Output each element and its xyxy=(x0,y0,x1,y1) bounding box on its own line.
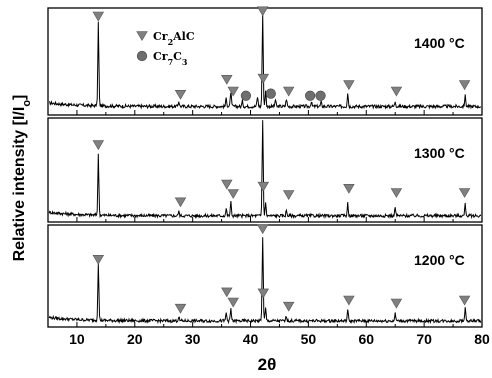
cr2alc-marker xyxy=(227,189,239,199)
cr2alc-marker xyxy=(458,295,471,306)
cr2alc-marker xyxy=(343,184,355,194)
x-tick-label: 30 xyxy=(185,331,201,347)
panel-label: 1200 °C xyxy=(414,252,465,268)
cr2alc-marker xyxy=(174,197,187,208)
cr2alc-marker xyxy=(92,11,105,22)
cr2alc-marker xyxy=(256,224,269,235)
cr7c3-marker xyxy=(315,90,326,101)
xrd-pattern-line xyxy=(48,120,482,220)
cr2alc-marker xyxy=(174,303,187,314)
cr2alc-marker xyxy=(343,80,355,91)
panel-2: 1200 °C xyxy=(47,224,483,328)
x-tick-label: 70 xyxy=(416,331,432,347)
cr2alc-marker xyxy=(227,86,239,97)
x-axis-title: 2θ xyxy=(258,355,277,374)
x-tick-label: 80 xyxy=(474,331,490,347)
cr2alc-marker xyxy=(221,179,233,190)
legend: Cr2AlC Cr7C3 xyxy=(128,24,222,70)
x-axis: 10 20 30 40 50 60 70 80 xyxy=(69,331,490,347)
cr2alc-marker xyxy=(92,255,105,265)
x-tick-label: 60 xyxy=(358,331,374,347)
cr2alc-marker xyxy=(458,188,471,198)
cr7c3-marker xyxy=(305,90,316,101)
cr2alc-marker xyxy=(343,295,355,306)
cr2alc-marker xyxy=(227,297,239,308)
legend-cr2alc-marker xyxy=(136,31,148,41)
cr2alc-marker xyxy=(282,190,295,200)
panel-frame xyxy=(47,117,483,223)
panels-group: 1400 °C 1300 °C 1200 °C xyxy=(47,6,483,328)
cr2alc-marker xyxy=(458,80,471,91)
y-axis-title: Relative intensity [I/Io] xyxy=(11,95,33,262)
legend-label: Cr7C3 xyxy=(153,50,188,67)
x-tick-label: 50 xyxy=(301,331,317,347)
xrd-pattern-line xyxy=(49,13,482,110)
x-tick-label: 10 xyxy=(69,331,85,347)
cr2alc-marker xyxy=(390,298,403,309)
x-tick-label: 40 xyxy=(243,331,259,347)
cr2alc-marker xyxy=(282,86,295,97)
cr2alc-marker xyxy=(256,6,269,17)
panel-label: 1300 °C xyxy=(414,145,465,161)
cr2alc-marker xyxy=(390,86,403,97)
cr7c3-marker xyxy=(265,88,276,99)
x-tick-label: 20 xyxy=(127,331,143,347)
panel-0: 1400 °C xyxy=(47,6,483,116)
cr2alc-marker xyxy=(174,90,187,100)
cr2alc-marker xyxy=(221,75,233,85)
cr2alc-marker xyxy=(92,140,105,151)
legend-label: Cr2AlC xyxy=(153,30,195,47)
cr2alc-marker xyxy=(257,288,270,299)
cr2alc-marker xyxy=(257,181,270,192)
cr7c3-marker xyxy=(240,90,252,101)
cr2alc-marker xyxy=(282,301,295,312)
legend-cr7c3-marker xyxy=(136,50,148,62)
cr2alc-marker xyxy=(257,73,270,84)
cr2alc-marker xyxy=(390,188,403,198)
panel-label: 1400 °C xyxy=(414,35,465,51)
panel-1: 1300 °C xyxy=(47,117,483,223)
xrd-pattern-line xyxy=(48,237,482,325)
cr2alc-marker xyxy=(221,287,233,298)
